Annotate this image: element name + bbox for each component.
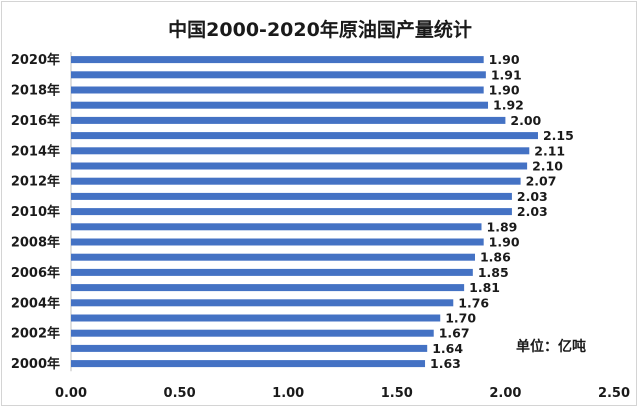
category-label-2010年: 2010年 <box>11 204 60 220</box>
bar-2017年 <box>71 101 489 109</box>
bar-2004年 <box>71 299 454 307</box>
value-label-2011年: 2.03 <box>517 189 548 204</box>
category-label-2012年: 2012年 <box>11 174 60 190</box>
bar-2000年 <box>71 360 426 368</box>
bar-2016年 <box>71 116 506 124</box>
bars-group <box>71 56 538 368</box>
category-label-2016年: 2016年 <box>11 113 60 129</box>
bar-2019年 <box>71 71 486 79</box>
bar-2014年 <box>71 147 530 155</box>
category-labels-group: 2000年 2002年 2004年 2006年 2008年 2010年 2012年 2014年… <box>11 52 60 372</box>
category-label-2014年: 2014年 <box>11 143 60 159</box>
value-label-2010年: 2.03 <box>517 204 548 219</box>
x-tick-label-1.00: 1.00 <box>272 386 304 401</box>
x-tick-label-2.50: 2.50 <box>598 386 630 401</box>
x-tick-label-0.50: 0.50 <box>164 386 196 401</box>
category-label-2002年: 2002年 <box>11 326 60 342</box>
category-label-2020年: 2020年 <box>11 52 60 68</box>
value-label-2018年: 1.90 <box>489 83 520 98</box>
bar-2013年 <box>71 162 528 170</box>
chart-title: 中国2000-2020年原油国产量统计 <box>168 18 472 41</box>
bar-2006年 <box>71 268 473 276</box>
bar-2018年 <box>71 86 484 94</box>
value-labels-group: 1.631.641.671.701.761.811.851.861.901.89… <box>430 52 574 371</box>
x-tick-labels-group: 0.00 0.50 1.00 1.50 2.00 2.50 <box>55 386 630 401</box>
category-label-2006年: 2006年 <box>11 265 60 281</box>
value-label-2000年: 1.63 <box>430 356 461 371</box>
unit-label: 单位：亿吨 <box>516 338 586 355</box>
category-label-2018年: 2018年 <box>11 83 60 99</box>
x-tick-label-2.00: 2.00 <box>489 386 521 401</box>
bar-2015年 <box>71 132 538 140</box>
value-label-2013年: 2.10 <box>532 159 563 174</box>
value-label-2020年: 1.90 <box>489 52 520 67</box>
value-label-2008年: 1.90 <box>489 235 520 250</box>
bar-2020年 <box>71 56 484 64</box>
category-label-2008年: 2008年 <box>11 235 60 251</box>
value-label-2002年: 1.67 <box>439 326 470 341</box>
x-tick-label-0.00: 0.00 <box>55 386 87 401</box>
value-label-2017年: 1.92 <box>493 98 524 113</box>
x-tick-label-1.50: 1.50 <box>381 386 413 401</box>
value-label-2001年: 1.64 <box>432 341 463 356</box>
value-label-2014年: 2.11 <box>534 143 565 158</box>
value-label-2003年: 1.70 <box>445 311 476 326</box>
value-label-2015年: 2.15 <box>543 128 574 143</box>
value-label-2005年: 1.81 <box>469 280 500 295</box>
value-label-2016年: 2.00 <box>510 113 541 128</box>
bar-2002年 <box>71 329 434 337</box>
value-label-2007年: 1.86 <box>480 250 511 265</box>
bar-2007年 <box>71 253 475 261</box>
bar-2010年 <box>71 208 512 216</box>
category-label-2000年: 2000年 <box>11 356 60 372</box>
bar-2005年 <box>71 284 465 292</box>
bar-2001年 <box>71 344 428 352</box>
bar-2011年 <box>71 192 512 200</box>
bar-2008年 <box>71 238 484 246</box>
value-label-2009年: 1.89 <box>487 219 518 234</box>
category-label-2004年: 2004年 <box>11 295 60 311</box>
value-label-2012年: 2.07 <box>526 174 557 189</box>
value-label-2004年: 1.76 <box>458 295 489 310</box>
value-label-2006年: 1.85 <box>478 265 509 280</box>
bar-2009年 <box>71 223 482 231</box>
bar-2003年 <box>71 314 441 322</box>
value-label-2019年: 1.91 <box>491 67 522 82</box>
bar-2012年 <box>71 177 521 185</box>
